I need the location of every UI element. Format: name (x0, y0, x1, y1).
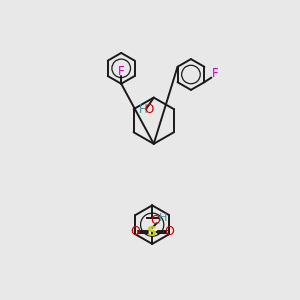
Text: F: F (118, 65, 124, 78)
Text: O: O (130, 225, 140, 238)
Text: O: O (164, 225, 174, 238)
Text: S: S (147, 225, 157, 238)
Text: H: H (139, 103, 147, 116)
Text: H: H (159, 214, 167, 224)
Text: F: F (212, 67, 218, 80)
Text: O: O (145, 103, 154, 116)
Text: O: O (150, 214, 160, 227)
